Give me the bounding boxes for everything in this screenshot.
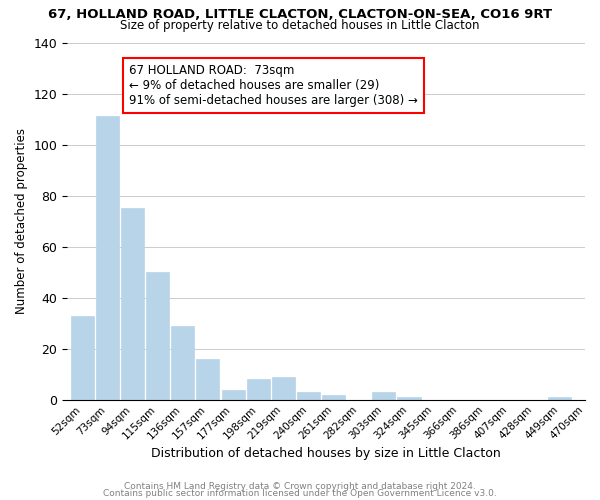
Text: 67, HOLLAND ROAD, LITTLE CLACTON, CLACTON-ON-SEA, CO16 9RT: 67, HOLLAND ROAD, LITTLE CLACTON, CLACTO…: [48, 8, 552, 20]
Text: Size of property relative to detached houses in Little Clacton: Size of property relative to detached ho…: [120, 19, 480, 32]
Bar: [397, 397, 421, 400]
X-axis label: Distribution of detached houses by size in Little Clacton: Distribution of detached houses by size …: [151, 447, 501, 460]
Bar: [373, 392, 395, 400]
Text: 67 HOLLAND ROAD:  73sqm
← 9% of detached houses are smaller (29)
91% of semi-det: 67 HOLLAND ROAD: 73sqm ← 9% of detached …: [129, 64, 418, 107]
Bar: [247, 380, 270, 400]
Text: Contains HM Land Registry data © Crown copyright and database right 2024.: Contains HM Land Registry data © Crown c…: [124, 482, 476, 491]
Bar: [121, 208, 144, 400]
Bar: [196, 359, 220, 400]
Bar: [548, 397, 571, 400]
Text: Contains public sector information licensed under the Open Government Licence v3: Contains public sector information licen…: [103, 489, 497, 498]
Bar: [96, 116, 119, 400]
Y-axis label: Number of detached properties: Number of detached properties: [15, 128, 28, 314]
Bar: [71, 316, 94, 400]
Bar: [297, 392, 320, 400]
Bar: [272, 377, 295, 400]
Bar: [322, 394, 345, 400]
Bar: [171, 326, 194, 400]
Bar: [146, 272, 169, 400]
Bar: [221, 390, 245, 400]
